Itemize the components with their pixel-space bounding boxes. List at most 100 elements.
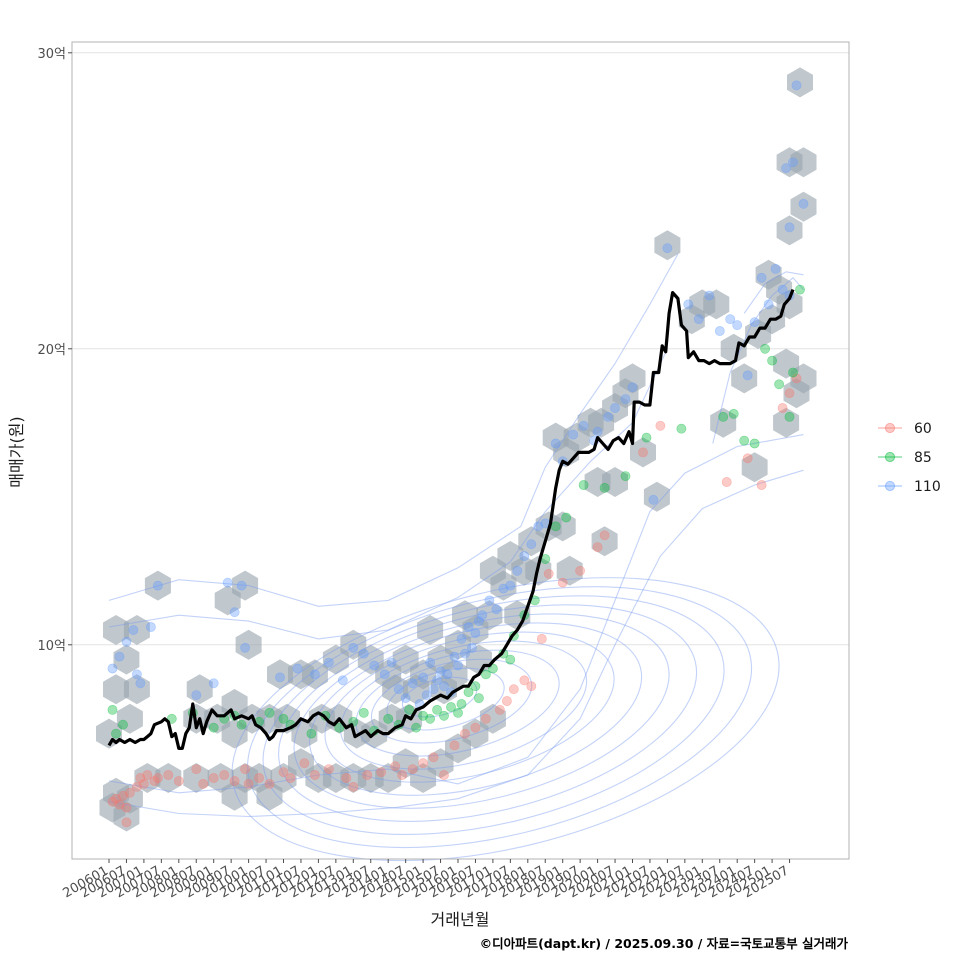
data-point-85 (599, 482, 610, 493)
data-point-110 (756, 272, 767, 283)
data-point-85 (456, 699, 467, 709)
hexbin-cell (549, 511, 576, 542)
data-point-110 (781, 163, 791, 174)
hexbin-cell (382, 674, 409, 705)
data-point-60 (638, 447, 648, 458)
data-point-60 (229, 776, 240, 786)
data-point-110 (592, 426, 603, 437)
hexbin-cell (113, 644, 140, 675)
data-point-85 (470, 681, 481, 692)
data-point-110 (791, 80, 802, 91)
data-point-110 (191, 690, 202, 700)
data-point-110 (386, 657, 397, 668)
data-point-85 (641, 432, 652, 443)
hexbin-cell (710, 407, 737, 438)
data-point-85 (578, 480, 589, 490)
data-point-85 (306, 728, 317, 739)
hexbin-cell (116, 703, 143, 734)
data-point-60 (390, 761, 401, 772)
density-contour-band (743, 271, 804, 314)
data-point-110 (309, 669, 320, 680)
data-point-110 (236, 580, 247, 591)
data-point-60 (191, 764, 202, 774)
data-point-85 (728, 408, 739, 419)
data-point-110 (683, 299, 694, 310)
data-point-110 (107, 663, 118, 674)
data-point-110 (505, 580, 516, 591)
data-point-110 (432, 675, 442, 686)
hexbin-cell (619, 363, 646, 394)
data-point-60 (198, 779, 209, 789)
data-point-85 (795, 284, 805, 295)
data-point-85 (411, 722, 421, 733)
density-contour-band (712, 277, 804, 444)
data-point-110 (131, 669, 142, 680)
data-point-60 (111, 793, 121, 804)
hexbin-cell (186, 674, 213, 705)
hexbin-cell (479, 703, 506, 734)
y-tick-label: 30억 (37, 47, 66, 62)
data-point-110 (777, 284, 788, 295)
data-point-110 (400, 693, 411, 703)
data-point-60 (407, 764, 418, 774)
data-point-60 (592, 542, 603, 552)
density-contour (355, 649, 560, 757)
data-point-60 (756, 480, 767, 490)
data-point-60 (449, 740, 460, 751)
hexbin-cell (731, 363, 758, 394)
data-point-110 (208, 678, 219, 689)
data-point-110 (421, 690, 432, 700)
data-point-110 (742, 370, 753, 381)
hexbin-cell (790, 363, 817, 394)
data-point-60 (219, 770, 230, 780)
data-point-110 (428, 684, 439, 695)
data-point-60 (142, 770, 153, 780)
data-point-110 (578, 420, 589, 431)
density-contour (293, 613, 670, 809)
data-point-85 (767, 355, 777, 366)
density-contour (339, 640, 588, 770)
density-contour-band (108, 469, 804, 818)
data-point-85 (334, 722, 345, 733)
hexbin-cell (441, 659, 468, 690)
hexbin-cell (703, 289, 730, 320)
data-point-110 (763, 299, 774, 310)
density-contour (308, 622, 643, 796)
data-point-110 (784, 222, 795, 233)
data-point-85 (111, 728, 121, 739)
data-point-60 (114, 799, 125, 810)
data-point-60 (460, 728, 470, 739)
data-point-110 (627, 382, 638, 393)
data-point-110 (470, 628, 481, 638)
hexbin-cell (235, 629, 262, 660)
data-point-110 (229, 607, 240, 618)
hexbin-cell (103, 674, 129, 705)
data-point-60 (309, 770, 320, 780)
data-point-85 (760, 343, 770, 354)
data-point-60 (124, 787, 135, 798)
data-point-85 (718, 411, 729, 422)
data-point-60 (152, 773, 163, 783)
data-point-110 (128, 625, 139, 635)
data-point-60 (243, 779, 254, 789)
data-point-60 (791, 373, 802, 384)
data-point-85 (418, 710, 428, 721)
data-point-60 (508, 684, 519, 695)
data-point-110 (439, 681, 449, 692)
data-point-110 (463, 622, 474, 632)
y-tick-label: 10억 (37, 639, 66, 654)
data-point-110 (491, 604, 502, 615)
data-point-110 (222, 577, 233, 588)
data-point-60 (240, 764, 250, 774)
data-point-85 (561, 512, 572, 523)
hexbin-cell (643, 481, 670, 512)
data-point-85 (278, 713, 289, 724)
data-point-110 (526, 539, 537, 550)
data-point-110 (467, 642, 477, 653)
data-point-60 (121, 817, 132, 828)
data-point-110 (788, 157, 798, 168)
data-point-110 (568, 429, 579, 440)
data-point-110 (512, 565, 523, 576)
data-point-85 (480, 669, 491, 680)
data-point-85 (383, 713, 394, 724)
